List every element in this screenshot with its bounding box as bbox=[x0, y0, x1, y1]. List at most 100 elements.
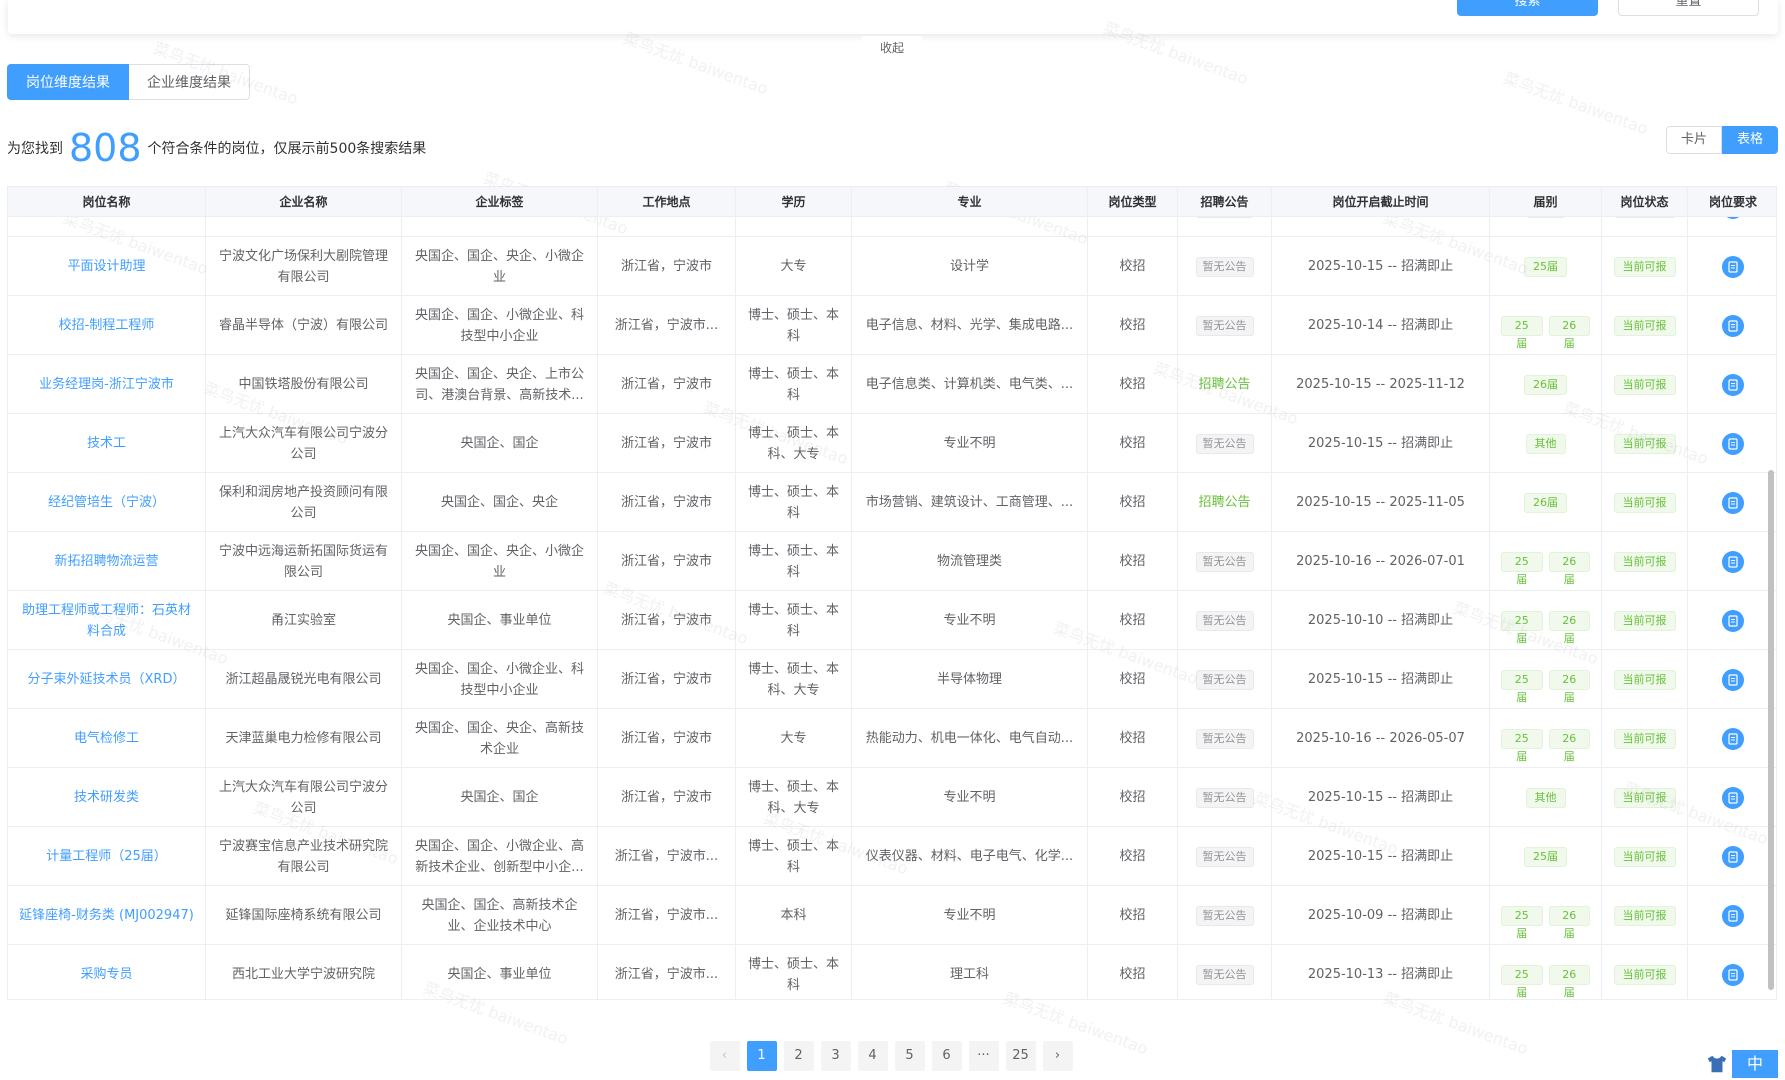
job-name-link[interactable]: 采购专员 bbox=[80, 967, 133, 982]
page-button[interactable]: 4 bbox=[857, 1041, 888, 1071]
grade-badge: 25届 bbox=[1501, 728, 1543, 763]
status-badge: 当前可报 bbox=[1613, 610, 1676, 631]
document-icon[interactable] bbox=[1722, 609, 1744, 632]
page-button[interactable]: 6 bbox=[931, 1041, 962, 1071]
document-icon[interactable] bbox=[1722, 963, 1744, 986]
recruitment-notice: 暂无公告 bbox=[1195, 669, 1254, 690]
education-cell: 博士、硕士、本科 bbox=[736, 296, 852, 355]
grades-cell: 25届 26届 bbox=[1490, 591, 1602, 650]
tags-cell: 央国企、国企 bbox=[402, 414, 598, 473]
prev-page-button[interactable]: ‹ bbox=[709, 1041, 740, 1071]
job-name-link[interactable]: 计量工程师（25届） bbox=[46, 849, 167, 864]
major: 专业不明 bbox=[943, 790, 996, 805]
next-page-button[interactable]: › bbox=[1042, 1041, 1073, 1071]
search-button[interactable]: 搜索 bbox=[1457, 0, 1598, 16]
company-cell: 浙江超晶晟锐光电有限公司 bbox=[206, 650, 402, 709]
grade-badge: 26届 bbox=[1524, 492, 1567, 513]
company-tags: 央国企、事业单位 bbox=[447, 613, 552, 628]
job-name-link[interactable]: 技术研发类 bbox=[73, 790, 139, 805]
recruitment-notice[interactable]: 招聘公告 bbox=[1198, 377, 1251, 392]
job-name-link[interactable]: 业务经理岗-浙江宁波市 bbox=[39, 377, 174, 392]
status-badge: 当前可报 bbox=[1613, 315, 1676, 336]
education-cell: 博士、硕士、本科、大专 bbox=[736, 414, 852, 473]
page-button[interactable]: 3 bbox=[820, 1041, 851, 1071]
requirement-cell bbox=[1688, 650, 1776, 709]
collapse-toggle[interactable]: 收起 bbox=[862, 36, 922, 60]
result-count: 808 bbox=[69, 126, 142, 170]
job-name-cell: 经纪管培生（宁波） bbox=[8, 473, 206, 532]
work-location: 浙江省，宁波市... bbox=[614, 967, 719, 982]
document-icon[interactable] bbox=[1722, 373, 1744, 396]
job-name-link[interactable]: 延锋座椅-财务类 (MJ002947) bbox=[19, 908, 194, 923]
document-icon[interactable] bbox=[1722, 727, 1744, 750]
job-type-cell: 校招 bbox=[1088, 709, 1178, 768]
recruitment-notice[interactable]: 招聘公告 bbox=[1198, 495, 1251, 510]
grades-cell: 25届 bbox=[1490, 827, 1602, 886]
job-name-cell: 分子束外延技术员（XRD） bbox=[8, 650, 206, 709]
tab-job-dimension[interactable]: 岗位维度结果 bbox=[7, 64, 129, 100]
document-icon[interactable] bbox=[1722, 255, 1744, 278]
job-name-link[interactable]: 分子束外延技术员（XRD） bbox=[27, 672, 186, 687]
recruitment-notice: 暂无公告 bbox=[1195, 787, 1254, 808]
tags-cell: 央国企、国企、小微企业、高新技术企业、创新型中小企... bbox=[402, 827, 598, 886]
job-type-cell: 校招 bbox=[1088, 473, 1178, 532]
company-cell: 保利和润房地产投资顾问有限公司 bbox=[206, 473, 402, 532]
table-scrollbar[interactable] bbox=[1768, 470, 1774, 990]
card-view-button[interactable]: 卡片 bbox=[1666, 126, 1723, 154]
tags-cell: 央国企、事业单位 bbox=[402, 945, 598, 999]
time-cell: 2025-10-15 -- 招满即止 bbox=[1272, 650, 1490, 709]
document-icon[interactable] bbox=[1722, 314, 1744, 337]
education: 大专 bbox=[780, 731, 807, 746]
education: 博士、硕士、本科 bbox=[747, 366, 839, 403]
work-location: 浙江省，宁波市 bbox=[620, 554, 712, 569]
reset-button[interactable]: 重置 bbox=[1618, 0, 1759, 16]
column-header: 岗位要求 bbox=[1708, 195, 1757, 209]
work-location: 浙江省，宁波市 bbox=[620, 672, 712, 687]
status-badge: 当前可报 bbox=[1613, 787, 1676, 808]
table-view-button[interactable]: 表格 bbox=[1722, 126, 1779, 154]
company-tags: 央国企、国企、小微企业、科技型中小企业 bbox=[414, 307, 584, 344]
status-cell: 当前可报 bbox=[1602, 591, 1688, 650]
document-icon[interactable] bbox=[1722, 550, 1744, 573]
job-name-link[interactable]: 技术工 bbox=[86, 436, 126, 451]
page-button[interactable]: 2 bbox=[783, 1041, 814, 1071]
column-header: 专业 bbox=[852, 187, 1088, 217]
page-button[interactable]: 1 bbox=[746, 1041, 777, 1071]
job-name-link[interactable]: 校招-制程工程师 bbox=[58, 318, 155, 333]
education-cell: 博士、硕士、本科 bbox=[736, 591, 852, 650]
notice-cell: 暂无公告 bbox=[1178, 296, 1272, 355]
open-close-time: 2025-10-09 -- 招满即止 bbox=[1307, 908, 1454, 923]
document-icon[interactable] bbox=[1722, 845, 1744, 868]
tshirt-icon[interactable] bbox=[1706, 1053, 1728, 1075]
document-icon[interactable] bbox=[1722, 904, 1744, 927]
education: 大专 bbox=[780, 259, 807, 274]
status-badge: 当前可报 bbox=[1613, 669, 1676, 690]
page-button[interactable]: 25 bbox=[1005, 1041, 1036, 1071]
document-icon[interactable] bbox=[1722, 491, 1744, 514]
job-name-link[interactable]: 电气检修工 bbox=[73, 731, 139, 746]
time-cell: 2025-10-09 -- 招满即止 bbox=[1272, 886, 1490, 945]
major-cell: 物流管理类 bbox=[852, 532, 1088, 591]
major: 物流管理类 bbox=[936, 554, 1002, 569]
open-close-time: 2025-10-14 -- 招满即止 bbox=[1307, 318, 1454, 333]
tab-company-dimension[interactable]: 企业维度结果 bbox=[129, 64, 250, 100]
job-name-link[interactable]: 助理工程师或工程师：石英材料合成 bbox=[21, 602, 191, 639]
page-button[interactable]: 5 bbox=[894, 1041, 925, 1071]
document-icon[interactable] bbox=[1722, 432, 1744, 455]
company-tags: 央国企、国企 bbox=[460, 436, 539, 451]
job-name-link[interactable]: 经纪管培生（宁波） bbox=[47, 495, 165, 510]
requirement-cell bbox=[1688, 414, 1776, 473]
education-cell: 博士、硕士、本科 bbox=[736, 827, 852, 886]
language-switch[interactable]: 中 bbox=[1732, 1050, 1778, 1078]
job-name-link[interactable]: 平面设计助理 bbox=[67, 259, 146, 274]
job-type-cell: 校招 bbox=[1088, 768, 1178, 827]
document-icon[interactable] bbox=[1722, 668, 1744, 691]
location-cell: 浙江省，宁波市 bbox=[598, 591, 736, 650]
grade-badge: 其他 bbox=[1525, 787, 1566, 808]
more-pages-button[interactable]: ··· bbox=[968, 1041, 999, 1071]
job-name-link[interactable]: 新拓招聘物流运营 bbox=[54, 554, 159, 569]
major: 理工科 bbox=[949, 967, 989, 982]
company-cell: 上汽大众汽车有限公司宁波分公司 bbox=[206, 768, 402, 827]
job-type-cell: 校招 bbox=[1088, 650, 1178, 709]
document-icon[interactable] bbox=[1722, 786, 1744, 809]
